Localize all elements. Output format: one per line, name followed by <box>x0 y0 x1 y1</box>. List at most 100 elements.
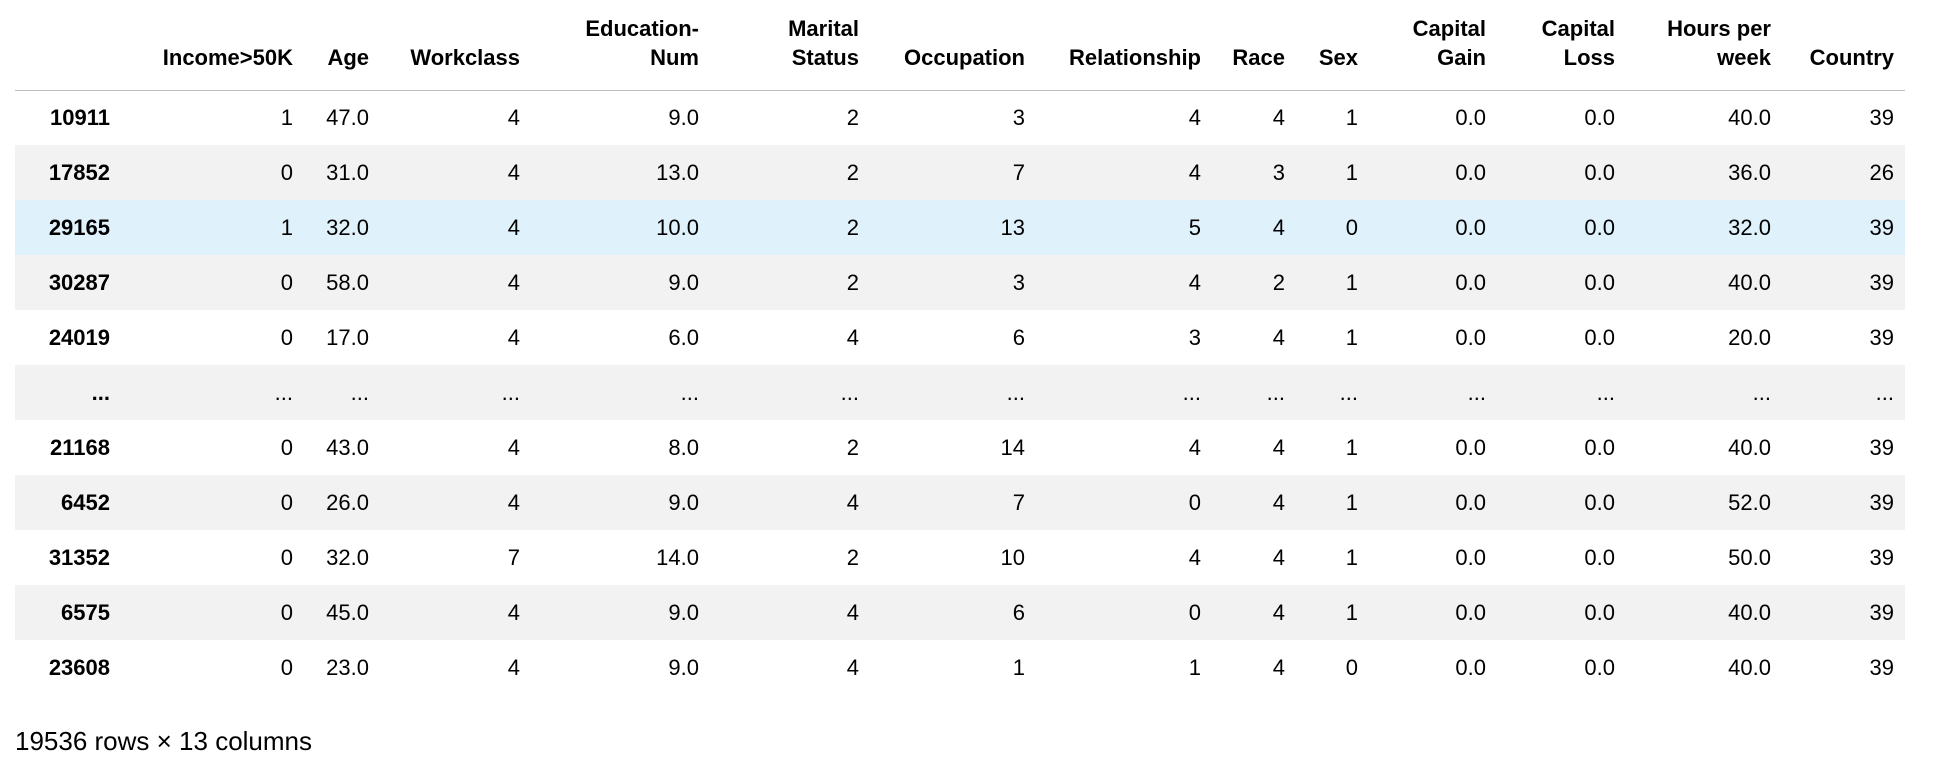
cell: 40.0 <box>1728 599 1771 625</box>
cell: ... <box>1875 379 1894 405</box>
cell: 20.0 <box>1728 324 1771 350</box>
table-row: 24019 0 17.0 4 6.0 4 6 3 4 1 0.0 0.0 20.0 39 <box>15 310 1905 365</box>
row-index: 17852 <box>48 159 110 185</box>
cell: 39 <box>1869 324 1894 350</box>
cell: 32.0 <box>1728 214 1771 240</box>
cell: 4 <box>507 654 520 680</box>
cell: 4 <box>1272 489 1285 515</box>
row-index: 30287 <box>48 269 110 295</box>
cell: ... <box>840 379 859 405</box>
cell: 4 <box>507 104 520 130</box>
cell: 0.0 <box>1455 159 1486 185</box>
cell: 31.0 <box>326 159 369 185</box>
cell: 0.0 <box>1584 269 1615 295</box>
cell: 7 <box>1012 159 1025 185</box>
column-header: Race <box>1212 0 1296 91</box>
cell: 9.0 <box>668 104 699 130</box>
cell: 17.0 <box>326 324 369 350</box>
cell: 26 <box>1869 159 1894 185</box>
cell: 0.0 <box>1455 599 1486 625</box>
cell: 39 <box>1869 214 1894 240</box>
cell: 4 <box>846 654 859 680</box>
cell: 40.0 <box>1728 654 1771 680</box>
column-header: Hours per week <box>1626 0 1782 91</box>
row-index: 31352 <box>48 544 110 570</box>
row-index: 6575 <box>61 599 110 625</box>
cell: 0.0 <box>1584 489 1615 515</box>
cell: 3 <box>1188 324 1201 350</box>
cell: 39 <box>1869 599 1894 625</box>
cell: 6.0 <box>668 324 699 350</box>
cell: 0.0 <box>1584 324 1615 350</box>
cell: ... <box>1596 379 1615 405</box>
cell: 4 <box>507 324 520 350</box>
cell: 6 <box>1012 324 1025 350</box>
cell: 32.0 <box>326 544 369 570</box>
table-row: 21168 0 43.0 4 8.0 2 14 4 4 1 0.0 0.0 40.0 39 <box>15 420 1905 475</box>
cell: 0 <box>1188 489 1201 515</box>
cell: 0.0 <box>1584 159 1615 185</box>
cell: 1 <box>1345 104 1358 130</box>
cell: 40.0 <box>1728 269 1771 295</box>
cell: 4 <box>1188 104 1201 130</box>
cell: 39 <box>1869 269 1894 295</box>
table-row: 29165 1 32.0 4 10.0 2 13 5 4 0 0.0 0.0 32.0 39 <box>15 200 1905 255</box>
cell: 0.0 <box>1584 434 1615 460</box>
cell: 0.0 <box>1455 489 1486 515</box>
cell: 9.0 <box>668 654 699 680</box>
cell: 1 <box>1345 159 1358 185</box>
cell: 4 <box>507 434 520 460</box>
cell: 4 <box>1272 654 1285 680</box>
cell: 1 <box>1345 269 1358 295</box>
cell: ... <box>680 379 699 405</box>
cell: 0.0 <box>1584 599 1615 625</box>
cell: 0.0 <box>1455 434 1486 460</box>
cell: ... <box>1752 379 1771 405</box>
column-header: Education-Num <box>531 0 710 91</box>
cell: 0 <box>280 159 293 185</box>
cell: 4 <box>507 489 520 515</box>
cell: 4 <box>507 159 520 185</box>
cell: 0.0 <box>1455 214 1486 240</box>
cell: 0.0 <box>1455 104 1486 130</box>
column-header: Relationship <box>1036 0 1212 91</box>
cell: 2 <box>846 104 859 130</box>
row-index: 23608 <box>48 654 110 680</box>
cell: 1 <box>1345 434 1358 460</box>
column-header: Capital Loss <box>1497 0 1626 91</box>
cell: 1 <box>1345 544 1358 570</box>
cell: 1 <box>1345 324 1358 350</box>
cell: 4 <box>507 599 520 625</box>
cell: 47.0 <box>326 104 369 130</box>
cell: 4 <box>507 269 520 295</box>
cell: ... <box>274 379 293 405</box>
cell: 0 <box>280 654 293 680</box>
cell: 4 <box>1272 544 1285 570</box>
cell: 7 <box>1012 489 1025 515</box>
cell: ... <box>1467 379 1486 405</box>
cell: 4 <box>846 324 859 350</box>
column-header: Sex <box>1296 0 1369 91</box>
cell: 2 <box>846 214 859 240</box>
cell: 13 <box>1000 214 1025 240</box>
cell: 14 <box>1000 434 1025 460</box>
cell: 10 <box>1000 544 1025 570</box>
cell: 0.0 <box>1455 544 1486 570</box>
cell: 3 <box>1012 269 1025 295</box>
cell: 0 <box>1188 599 1201 625</box>
cell: 0.0 <box>1455 269 1486 295</box>
cell: 4 <box>1272 434 1285 460</box>
cell: 1 <box>280 104 293 130</box>
dataframe-table: Income>50K Age Workclass Education-Num Marit… <box>15 0 1905 695</box>
cell: 9.0 <box>668 599 699 625</box>
cell: 6 <box>1012 599 1025 625</box>
cell: 4 <box>1272 104 1285 130</box>
cell: 7 <box>507 544 520 570</box>
cell: 39 <box>1869 104 1894 130</box>
cell: 50.0 <box>1728 544 1771 570</box>
row-index: 29165 <box>48 214 110 240</box>
cell: 3 <box>1012 104 1025 130</box>
cell: 3 <box>1272 159 1285 185</box>
column-header: Income>50K <box>121 0 304 91</box>
cell: 36.0 <box>1728 159 1771 185</box>
